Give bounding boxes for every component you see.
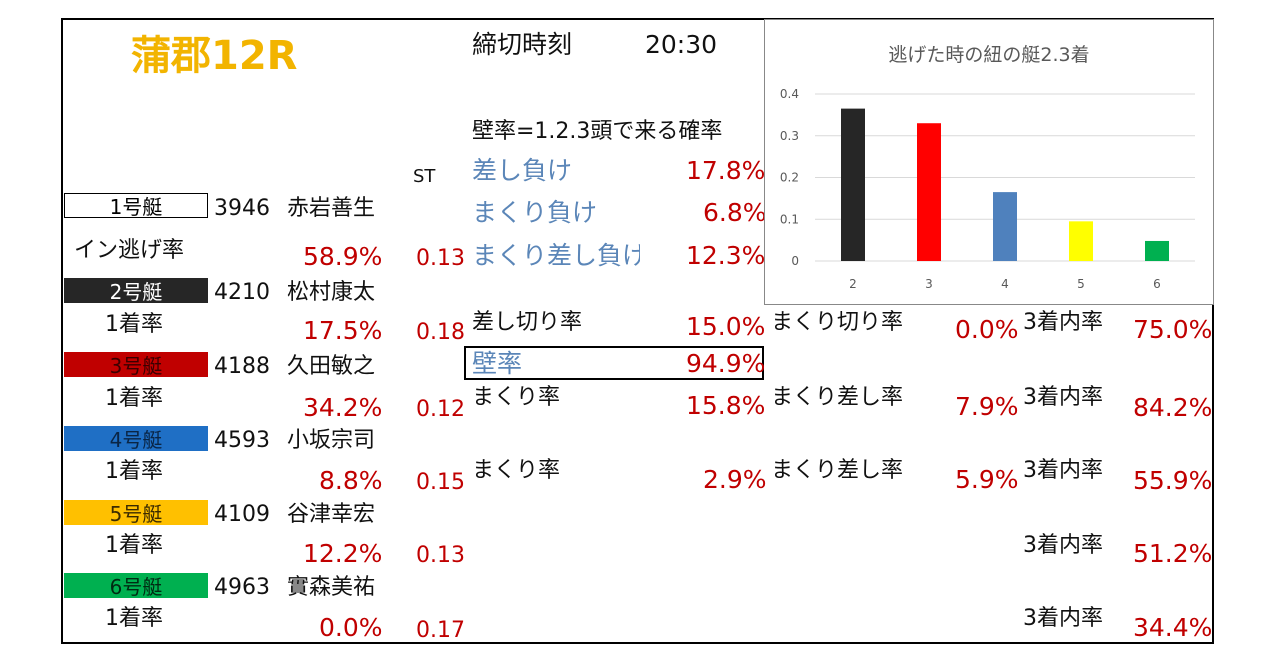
top3-value-3: 84.2% bbox=[1133, 393, 1213, 422]
lose-label-1: 差し負け bbox=[472, 156, 573, 185]
makurisashi4-value: 5.9% bbox=[955, 465, 1019, 494]
boat-3-st: 0.12 bbox=[416, 397, 465, 422]
makurisashi3-label: まくり差し率 bbox=[771, 385, 904, 410]
bar-2 bbox=[841, 108, 865, 261]
makuri4-value: 2.9% bbox=[703, 465, 767, 494]
boat-4-st: 0.15 bbox=[416, 470, 465, 495]
boat-5-badge: 5号艇 bbox=[64, 500, 208, 526]
boat-5-name: 谷津幸宏 bbox=[287, 502, 376, 527]
bar-chart-svg: 逃げた時の紐の艇2.3着 0 0.1 0.2 0.3 0.4 2 3 4 5 6 bbox=[780, 44, 1195, 291]
boat-4-id: 4593 bbox=[214, 428, 270, 453]
boat-6-badge: 6号艇 bbox=[64, 573, 208, 599]
boat-6-id: 4963 bbox=[214, 575, 270, 600]
lose-label-2: まくり負け bbox=[472, 198, 598, 227]
boat-3-label: 3号艇 bbox=[109, 354, 163, 378]
boat-5-rate: 12.2% bbox=[303, 539, 383, 568]
top3-label-4: 3着内率 bbox=[1023, 458, 1103, 483]
boat-5-id: 4109 bbox=[214, 502, 270, 527]
kabe-label: 壁率 bbox=[472, 349, 523, 378]
boat-4-rate: 8.8% bbox=[319, 466, 383, 495]
boat-1-st: 0.13 bbox=[416, 246, 465, 271]
boat-6-st: 0.17 bbox=[416, 618, 465, 643]
top3-value-5: 51.2% bbox=[1133, 539, 1213, 568]
boat-2-rate-label: 1着率 bbox=[105, 312, 163, 337]
boat-4-badge: 4号艇 bbox=[64, 426, 208, 452]
x-tick-label: 6 bbox=[1153, 277, 1161, 291]
boat-6-rate-label: 1着率 bbox=[105, 606, 163, 631]
x-tick-label: 2 bbox=[849, 277, 857, 291]
boat-1-name: 赤岩善生 bbox=[287, 196, 376, 221]
y-tick-label: 0.4 bbox=[780, 87, 799, 101]
makuri3-label: まくり率 bbox=[472, 385, 561, 410]
boat-1-rate: 58.9% bbox=[303, 242, 383, 271]
top3-label-2: 3着内率 bbox=[1023, 310, 1103, 335]
top3-value-2: 75.0% bbox=[1133, 315, 1213, 344]
st-label: ST bbox=[413, 166, 436, 187]
boat-4-name: 小坂宗司 bbox=[287, 428, 376, 453]
boat-3-name: 久田敏之 bbox=[287, 354, 376, 379]
lose-label-3: まくり差し負け bbox=[472, 241, 640, 270]
boat-6-name: 實森美祐 bbox=[287, 575, 376, 600]
chart-title: 逃げた時の紐の艇2.3着 bbox=[888, 44, 1089, 66]
makurikiri-label: まくり切り率 bbox=[771, 310, 904, 335]
x-tick-label: 3 bbox=[925, 277, 933, 291]
makurisashi3-value: 7.9% bbox=[955, 392, 1019, 421]
boat-2-name: 松村康太 bbox=[287, 280, 376, 305]
x-tick-label: 5 bbox=[1077, 277, 1085, 291]
boat-6-rate: 0.0% bbox=[319, 613, 383, 642]
y-tick-label: 0.1 bbox=[780, 212, 799, 226]
boat-4-rate-label: 1着率 bbox=[105, 459, 163, 484]
bar-5 bbox=[1069, 221, 1093, 261]
boat-2-id: 4210 bbox=[214, 280, 270, 305]
bar-6 bbox=[1145, 240, 1169, 261]
boat-1-id: 3946 bbox=[214, 196, 270, 221]
top3-label-3: 3着内率 bbox=[1023, 385, 1103, 410]
report-frame bbox=[61, 18, 1214, 644]
lose-value-2: 6.8% bbox=[703, 198, 767, 227]
kabe-box bbox=[464, 346, 764, 380]
top3-value-4: 55.9% bbox=[1133, 466, 1213, 495]
top3-label-6: 3着内率 bbox=[1023, 606, 1103, 631]
venue-title: 蒲郡12R bbox=[131, 33, 298, 79]
sashikiri-value: 15.0% bbox=[686, 312, 766, 341]
boat-5-label: 5号艇 bbox=[109, 502, 163, 526]
top3-label-5: 3着内率 bbox=[1023, 533, 1103, 558]
y-tick-label: 0 bbox=[791, 254, 799, 268]
deadline-label: 締切時刻 bbox=[472, 30, 573, 59]
y-tick-label: 0.2 bbox=[780, 171, 799, 185]
bar-chart: 逃げた時の紐の艇2.3着 0 0.1 0.2 0.3 0.4 2 3 4 5 6 bbox=[764, 19, 1214, 305]
makuri4-label: まくり率 bbox=[472, 458, 561, 483]
boat-3-badge: 3号艇 bbox=[64, 352, 208, 378]
boat-2-label: 2号艇 bbox=[109, 280, 163, 304]
boat-3-rate-label: 1着率 bbox=[105, 386, 163, 411]
boat-3-id: 4188 bbox=[214, 354, 270, 379]
deadline-time: 20:30 bbox=[645, 30, 718, 59]
bar-4 bbox=[993, 192, 1017, 261]
boat-1-rate-label: イン逃げ率 bbox=[74, 238, 185, 263]
makuri3-value: 15.8% bbox=[686, 391, 766, 420]
kabe-value: 94.9% bbox=[686, 349, 766, 378]
makurikiri-value: 0.0% bbox=[955, 315, 1019, 344]
top3-value-6: 34.4% bbox=[1133, 613, 1213, 642]
boat-1-badge: 1号艇 bbox=[64, 193, 208, 219]
lose-label-3-clip: まくり差し負け bbox=[472, 240, 640, 272]
bar-3 bbox=[917, 123, 941, 261]
boat-5-rate-label: 1着率 bbox=[105, 533, 163, 558]
makurisashi4-label: まくり差し率 bbox=[771, 458, 904, 483]
boat-4-label: 4号艇 bbox=[109, 428, 163, 452]
kabe-caption: 壁率=1.2.3頭で来る確率 bbox=[472, 119, 723, 144]
boat-1-label: 1号艇 bbox=[109, 195, 163, 219]
boat-3-rate: 34.2% bbox=[303, 393, 383, 422]
x-tick-label: 4 bbox=[1001, 277, 1009, 291]
lose-value-1: 17.8% bbox=[686, 156, 766, 185]
boat-2-badge: 2号艇 bbox=[64, 278, 208, 304]
boat-5-st: 0.13 bbox=[416, 543, 465, 568]
boat-6-label: 6号艇 bbox=[109, 575, 163, 599]
boat-2-st: 0.18 bbox=[416, 320, 465, 345]
y-tick-label: 0.3 bbox=[780, 129, 799, 143]
boat-2-rate: 17.5% bbox=[303, 316, 383, 345]
sashikiri-label: 差し切り率 bbox=[472, 310, 583, 335]
lose-value-3: 12.3% bbox=[686, 241, 766, 270]
